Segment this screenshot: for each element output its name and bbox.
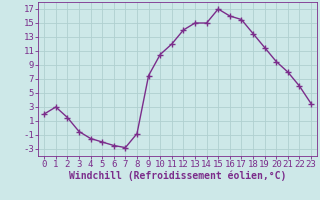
X-axis label: Windchill (Refroidissement éolien,°C): Windchill (Refroidissement éolien,°C) xyxy=(69,171,286,181)
